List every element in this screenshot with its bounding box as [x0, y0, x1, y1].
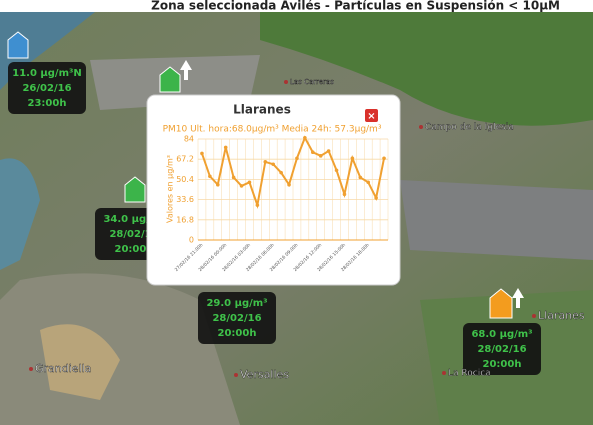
station-reading: 11.0 µg/m³N [12, 68, 82, 79]
data-point [382, 156, 386, 161]
station-reading: 34.0 µg/m³ [103, 214, 164, 225]
popup-subtitle: PM10 Ult. hora:68.0µg/m³ Media 24h: 57.3… [163, 125, 382, 135]
data-point [303, 135, 307, 140]
station-reading: 26/02/16 [22, 83, 71, 94]
data-point [231, 175, 236, 180]
quarry [40, 324, 120, 400]
data-point [287, 182, 291, 187]
y-tick-label: 16.8 [176, 215, 194, 224]
place-dot [419, 125, 423, 129]
place-dot [29, 367, 33, 371]
arrow-icon [512, 288, 524, 308]
data-point [342, 192, 347, 197]
data-point [247, 180, 252, 185]
place-label: Campo de la Iglesia [425, 123, 514, 133]
close-button[interactable] [365, 109, 378, 122]
header-bar [0, 0, 593, 12]
station-icon[interactable] [159, 66, 181, 93]
data-point [208, 174, 212, 179]
station-reading: 28/02/16 [477, 344, 526, 355]
y-tick-label: 33.6 [176, 195, 194, 204]
fields [260, 12, 593, 126]
popup-panel [146, 94, 401, 286]
data-point [239, 184, 244, 188]
data-point [350, 156, 355, 161]
data-point [279, 170, 283, 175]
data-point [374, 196, 378, 200]
data-point [271, 162, 276, 167]
station-reading: 68.0 µg/m³ [471, 329, 532, 340]
y-tick-label: 84 [184, 135, 194, 144]
place-dot [284, 80, 288, 84]
data-point [223, 145, 228, 150]
place-label: Grandiella [35, 362, 91, 375]
industrial-area [400, 180, 593, 260]
place-dot [532, 314, 536, 318]
place-label: La Rocica [448, 369, 491, 379]
data-point [200, 151, 204, 156]
station-box [198, 292, 276, 344]
data-point [255, 203, 260, 207]
close-icon: × [367, 111, 375, 122]
data-point [358, 175, 363, 180]
place-dot [234, 373, 238, 377]
station-box [8, 62, 86, 114]
popup: Llaranes × PM10 Ult. hora:68.0µg/m³ Medi… [146, 94, 401, 286]
station-reading: 28/02/16 [212, 313, 261, 324]
header-title: Zona seleccionada Avilés - Partículas en… [151, 0, 560, 13]
station-reading: 20:00h [115, 244, 154, 255]
station-icon[interactable] [124, 176, 146, 203]
arrow-icon [180, 60, 192, 80]
data-point [263, 160, 268, 164]
data-point [295, 156, 299, 161]
place-label: Llaranes [538, 309, 585, 322]
place-label: Las Carreras [290, 78, 334, 86]
y-tick-label: 0 [189, 236, 194, 245]
station-icon[interactable] [489, 288, 513, 319]
data-point [318, 154, 323, 158]
station-icons [7, 31, 524, 319]
y-tick-label: 50.4 [176, 175, 194, 184]
place-label: Versalles [240, 368, 289, 381]
data-point [366, 180, 371, 185]
sea [0, 158, 40, 270]
y-axis-title: Valores en µg/m³ [166, 155, 175, 223]
popup-title: Llaranes [233, 103, 291, 117]
data-point [326, 149, 331, 153]
data-line [201, 135, 386, 210]
station-reading: 20:00h [218, 328, 257, 339]
sea [0, 12, 95, 90]
data-point [215, 182, 220, 187]
data-point [334, 168, 339, 173]
place-dot [442, 371, 446, 375]
station-reading: 28/02/16 [109, 229, 158, 240]
station-reading: 23:00h [28, 98, 67, 109]
data-point [310, 150, 315, 155]
station-box [463, 323, 541, 375]
y-tick-label: 67.2 [176, 155, 194, 164]
station-reading: 29.0 µg/m³ [206, 298, 267, 309]
station-reading: 20:00h [483, 359, 522, 370]
station-icon[interactable] [7, 31, 29, 59]
